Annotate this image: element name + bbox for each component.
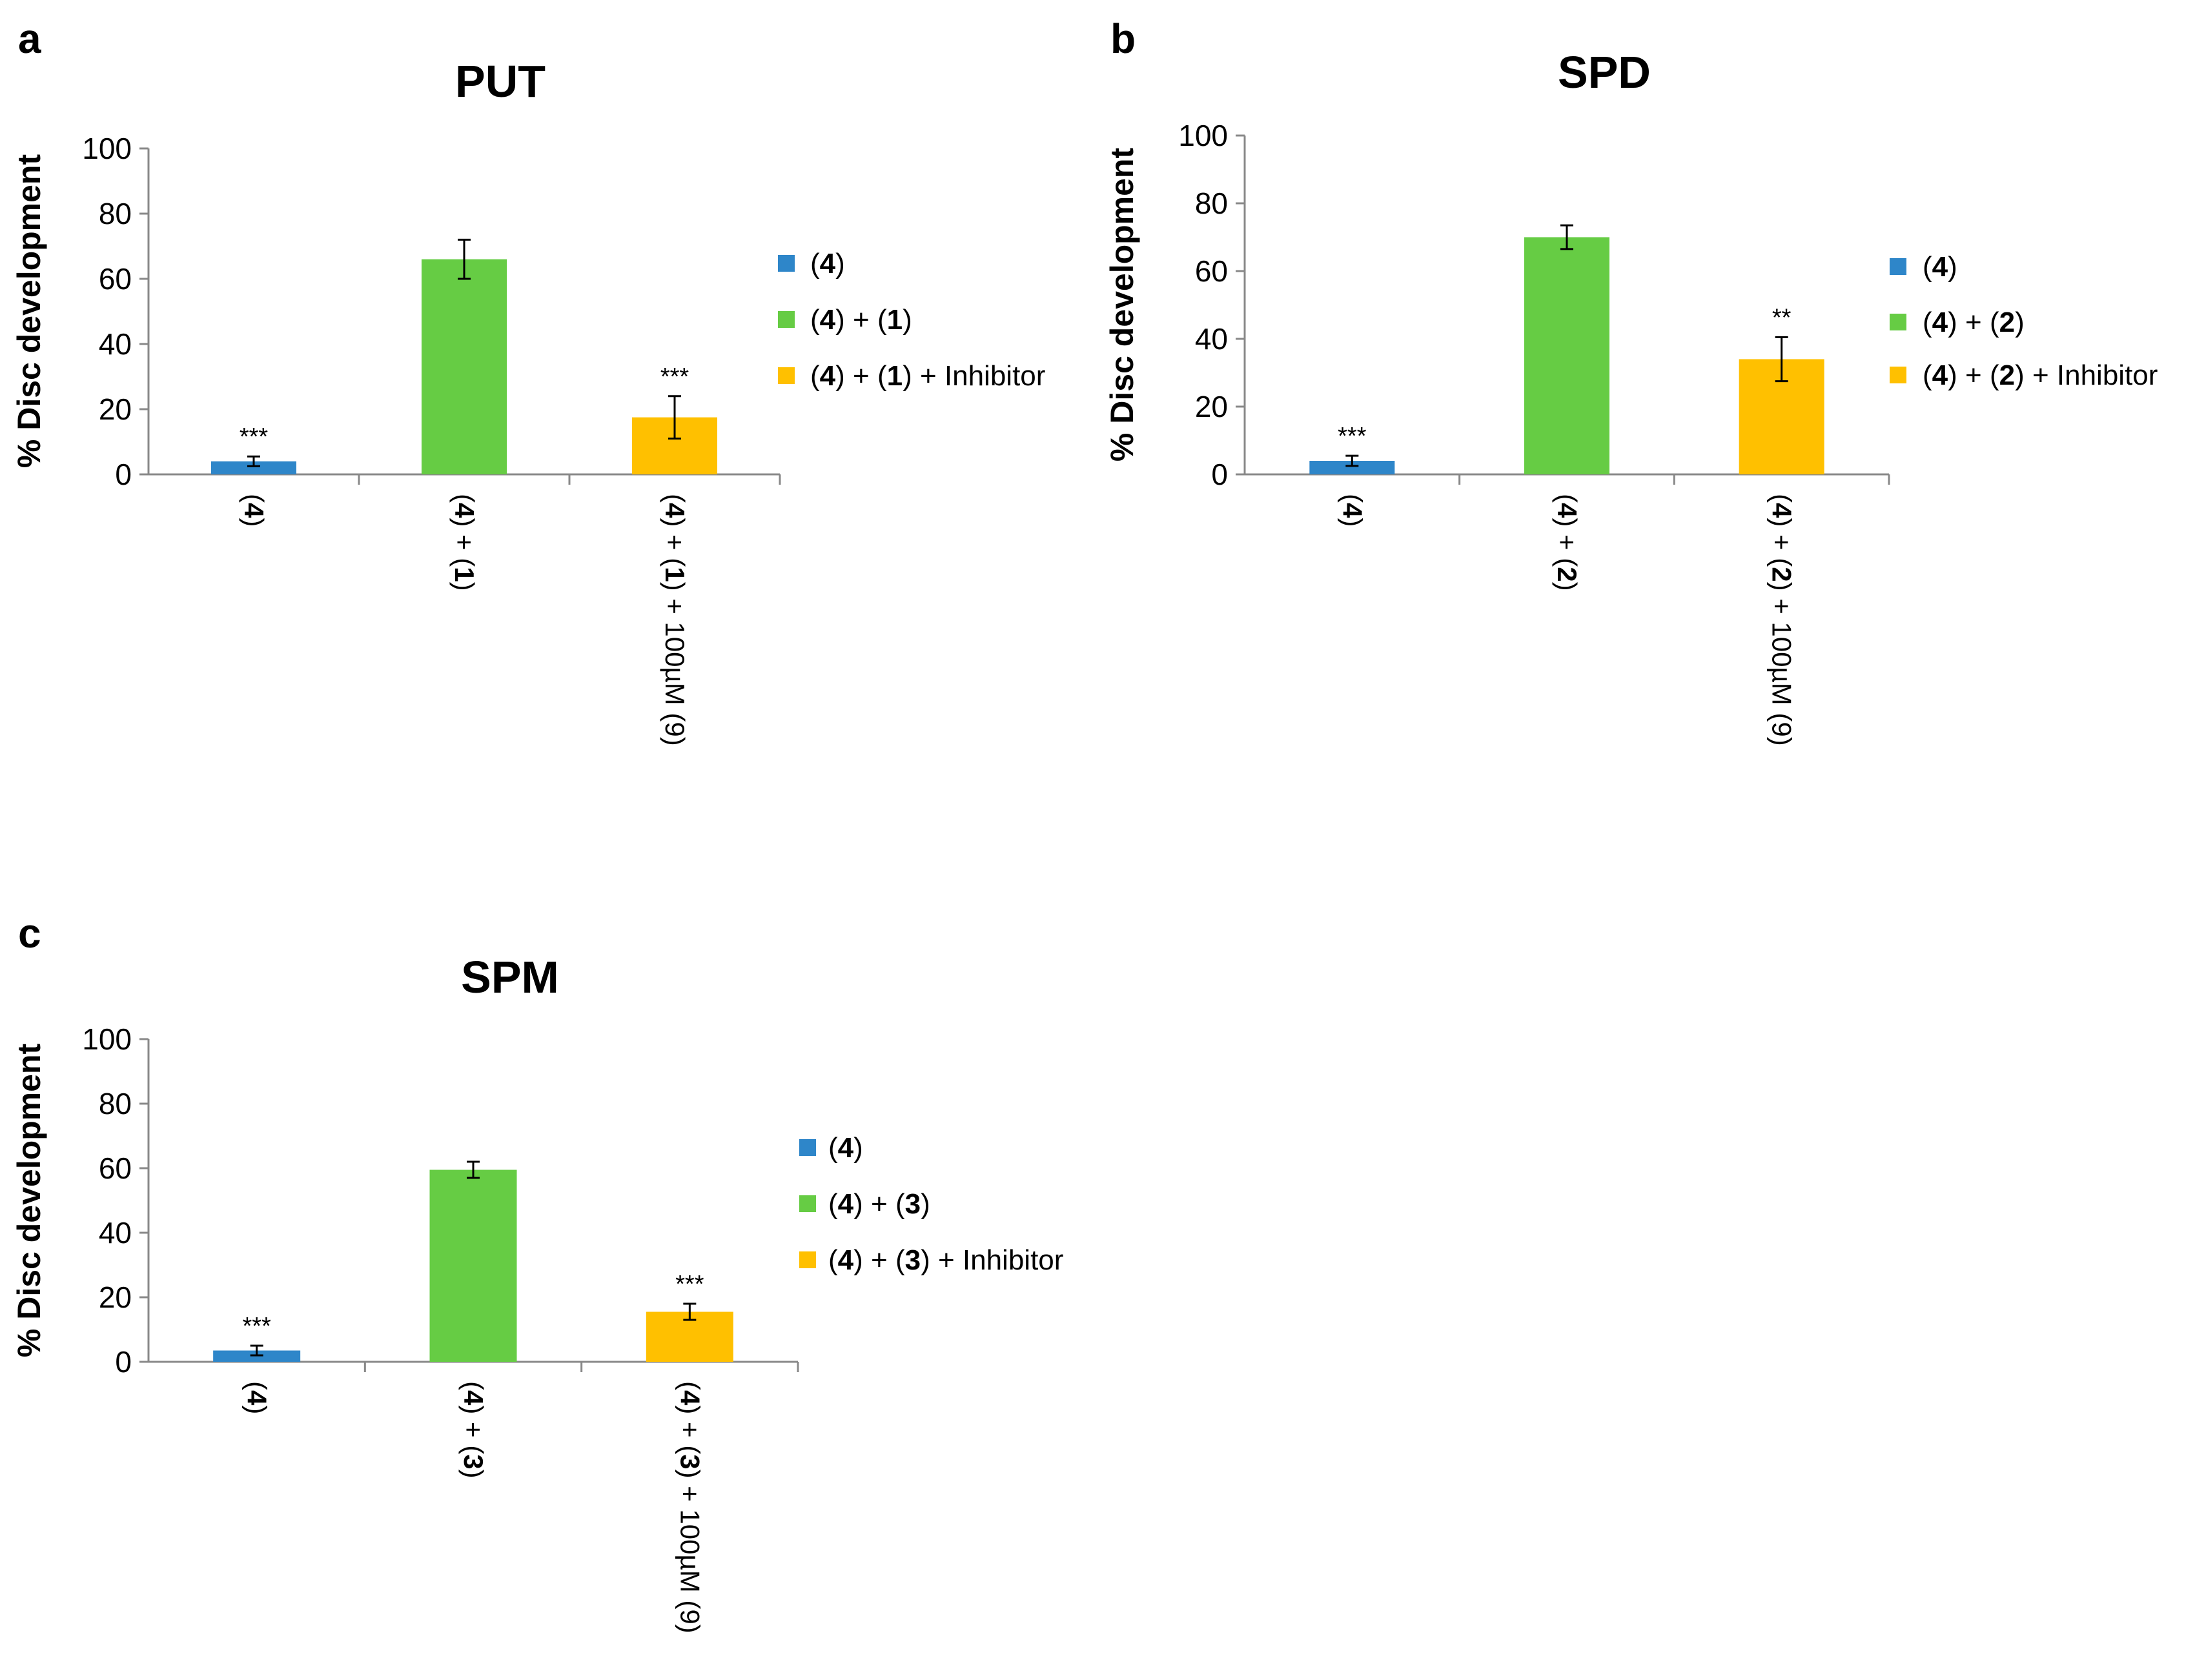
panel-letter: c xyxy=(18,910,41,956)
bar xyxy=(211,461,296,474)
category-label: (4) + (3) xyxy=(458,1381,489,1479)
legend-swatch xyxy=(799,1251,816,1268)
legend-label: (4) xyxy=(1923,251,1957,283)
legend-swatch xyxy=(1890,314,1906,330)
legend-swatch xyxy=(778,311,795,328)
panel-letter: b xyxy=(1110,15,1136,62)
y-tick-label: 80 xyxy=(1195,187,1228,220)
legend-swatch xyxy=(799,1195,816,1212)
bar xyxy=(1309,461,1395,474)
y-tick-label: 80 xyxy=(99,197,132,230)
legend-swatch xyxy=(1890,258,1906,275)
y-tick-label: 60 xyxy=(99,262,132,296)
y-tick-label: 100 xyxy=(1178,119,1228,152)
y-tick-label: 20 xyxy=(99,392,132,426)
panel-letter: a xyxy=(18,15,41,62)
legend-label: (4) xyxy=(828,1132,863,1164)
chart-panel-a: a PUT % Disc development 0 20 40 60 80 100 *** (4)… xyxy=(11,15,1045,746)
y-tick-label: 60 xyxy=(1195,254,1228,288)
y-tick-label: 20 xyxy=(99,1280,132,1314)
legend-label: (4) + (1) + Inhibitor xyxy=(810,360,1045,392)
bar xyxy=(422,259,507,474)
y-tick-label: 100 xyxy=(82,1022,132,1056)
chart-title: SPM xyxy=(461,952,559,1002)
y-tick-label: 40 xyxy=(99,1216,132,1250)
category-label: (4) xyxy=(239,494,269,527)
legend-label: (4) + (2) + Inhibitor xyxy=(1923,359,2158,391)
y-tick-label: 20 xyxy=(1195,390,1228,423)
significance-label: *** xyxy=(660,363,689,390)
legend-label: (4) + (3) + Inhibitor xyxy=(828,1244,1063,1276)
y-axis-label: % Disc development xyxy=(11,154,47,469)
y-tick-label: 0 xyxy=(115,1345,132,1379)
category-label: (4) + (2) xyxy=(1552,494,1582,591)
category-label: (4) + (3) + 100µM (9) xyxy=(675,1381,705,1634)
legend-label: (4) + (3) xyxy=(828,1188,930,1220)
category-label: (4) xyxy=(242,1381,272,1414)
y-tick-label: 80 xyxy=(99,1087,132,1120)
significance-label: *** xyxy=(1338,423,1367,450)
legend-swatch xyxy=(778,255,795,272)
category-label: (4) + (2) + 100µM (9) xyxy=(1767,494,1797,746)
chart-panel-b: b SPD % Disc development 0 20 40 60 80 100 *** (4)… xyxy=(1104,15,2158,746)
y-axis-label: % Disc development xyxy=(1104,148,1140,462)
legend-label: (4) xyxy=(810,248,845,279)
significance-label: ** xyxy=(1772,304,1792,331)
chart-title: SPD xyxy=(1558,47,1651,97)
y-tick-label: 0 xyxy=(1211,458,1228,491)
significance-label: *** xyxy=(240,423,269,450)
legend-label: (4) + (2) xyxy=(1923,307,2025,338)
legend-swatch xyxy=(778,367,795,384)
y-tick-label: 40 xyxy=(99,327,132,361)
category-label: (4) + (1) xyxy=(449,494,480,591)
y-tick-label: 60 xyxy=(99,1151,132,1185)
y-tick-label: 100 xyxy=(82,132,132,165)
bar xyxy=(1524,237,1609,474)
bar xyxy=(429,1169,517,1362)
category-label: (4) + (1) + 100µM (9) xyxy=(660,494,690,746)
category-label: (4) xyxy=(1337,494,1367,527)
significance-label: *** xyxy=(675,1271,704,1298)
legend-swatch xyxy=(799,1139,816,1156)
legend-label: (4) + (1) xyxy=(810,304,912,336)
chart-title: PUT xyxy=(455,56,546,106)
significance-label: *** xyxy=(242,1313,271,1340)
y-axis-label: % Disc development xyxy=(11,1044,47,1358)
legend-swatch xyxy=(1890,367,1906,383)
y-tick-label: 0 xyxy=(115,458,132,491)
chart-panel-c: c SPM % Disc development 0 20 40 60 80 100 *** (4)… xyxy=(11,910,1063,1634)
y-tick-label: 40 xyxy=(1195,322,1228,356)
